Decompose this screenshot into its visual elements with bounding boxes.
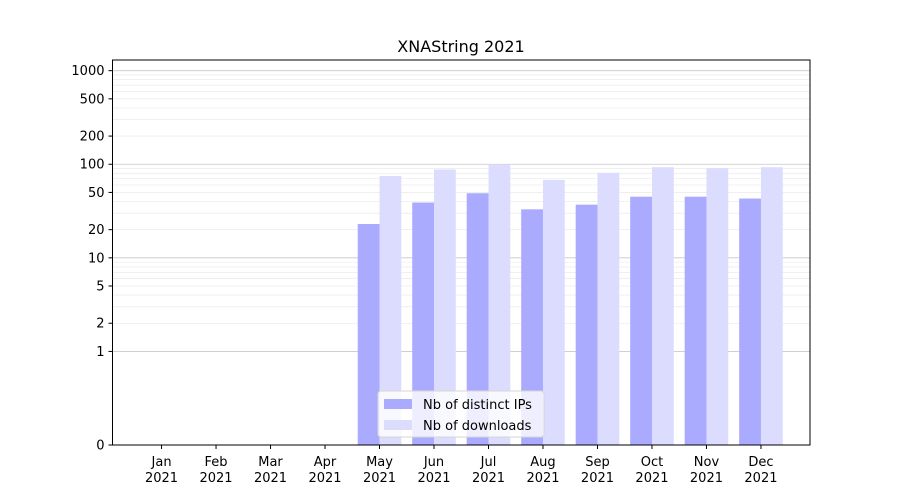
bar-distinct-ips xyxy=(630,196,652,445)
y-axis: 0 1 2 5 10 20 50 100 200 500 1000 xyxy=(71,64,113,454)
bar-distinct-ips xyxy=(357,223,380,445)
bar-downloads xyxy=(760,167,783,445)
legend: Nb of distinct IPs Nb of downloads xyxy=(377,390,545,438)
bar-distinct-ips xyxy=(684,196,707,445)
x-tick-label: Aug 2021 xyxy=(526,455,559,486)
bar-downloads xyxy=(488,164,511,445)
bar-downloads xyxy=(542,179,565,446)
y-tick-label: 200 xyxy=(80,130,105,145)
legend-swatch xyxy=(384,420,412,430)
legend-label: Nb of downloads xyxy=(423,419,532,434)
plot-frame xyxy=(112,59,811,446)
legend-label: Nb of distinct IPs xyxy=(423,398,532,413)
y-tick-label: 500 xyxy=(80,92,105,107)
bar-downloads xyxy=(379,175,402,445)
y-tick-label: 0 xyxy=(96,439,104,454)
bar-downloads xyxy=(706,168,729,445)
legend-box xyxy=(377,390,545,438)
y-tick-label: 50 xyxy=(88,186,105,201)
x-tick-label: Jul 2021 xyxy=(472,455,505,486)
grid-lines xyxy=(112,70,810,352)
y-tick-label: 10 xyxy=(88,251,105,266)
x-tick-label: Oct 2021 xyxy=(635,455,668,486)
legend-swatch xyxy=(384,399,412,409)
bar-downloads xyxy=(651,167,674,445)
y-tick-label: 100 xyxy=(80,158,105,173)
bar-distinct-ips xyxy=(575,204,598,445)
chart-title: XNAString 2021 xyxy=(397,37,524,56)
y-tick-label: 2 xyxy=(96,317,104,332)
x-tick-label: May 2021 xyxy=(363,455,396,486)
x-tick-label: Jan 2021 xyxy=(145,455,178,486)
x-tick-label: Sep 2021 xyxy=(581,455,614,486)
bar-distinct-ips xyxy=(466,193,489,445)
bar-downloads xyxy=(597,172,620,445)
bar-distinct-ips xyxy=(521,209,543,445)
bars xyxy=(357,164,783,446)
y-tick-label: 1000 xyxy=(71,64,104,79)
bar-distinct-ips xyxy=(412,202,435,445)
y-tick-label: 20 xyxy=(88,223,105,238)
x-tick-label: Feb 2021 xyxy=(199,455,232,486)
x-tick-label: Mar 2021 xyxy=(254,455,287,486)
x-tick-label: Jun 2021 xyxy=(417,455,450,486)
x-tick-label: Dec 2021 xyxy=(744,455,777,486)
x-tick-label: Apr 2021 xyxy=(308,455,341,486)
y-tick-label: 5 xyxy=(96,280,104,295)
bar-distinct-ips xyxy=(739,198,761,445)
y-tick-label: 1 xyxy=(96,345,104,360)
x-axis: Jan 2021 Feb 2021 Mar 2021 Apr 2021 May 2021 Jun 20… xyxy=(145,445,778,486)
x-tick-label: Nov 2021 xyxy=(690,455,723,486)
bar-downloads xyxy=(434,169,456,445)
